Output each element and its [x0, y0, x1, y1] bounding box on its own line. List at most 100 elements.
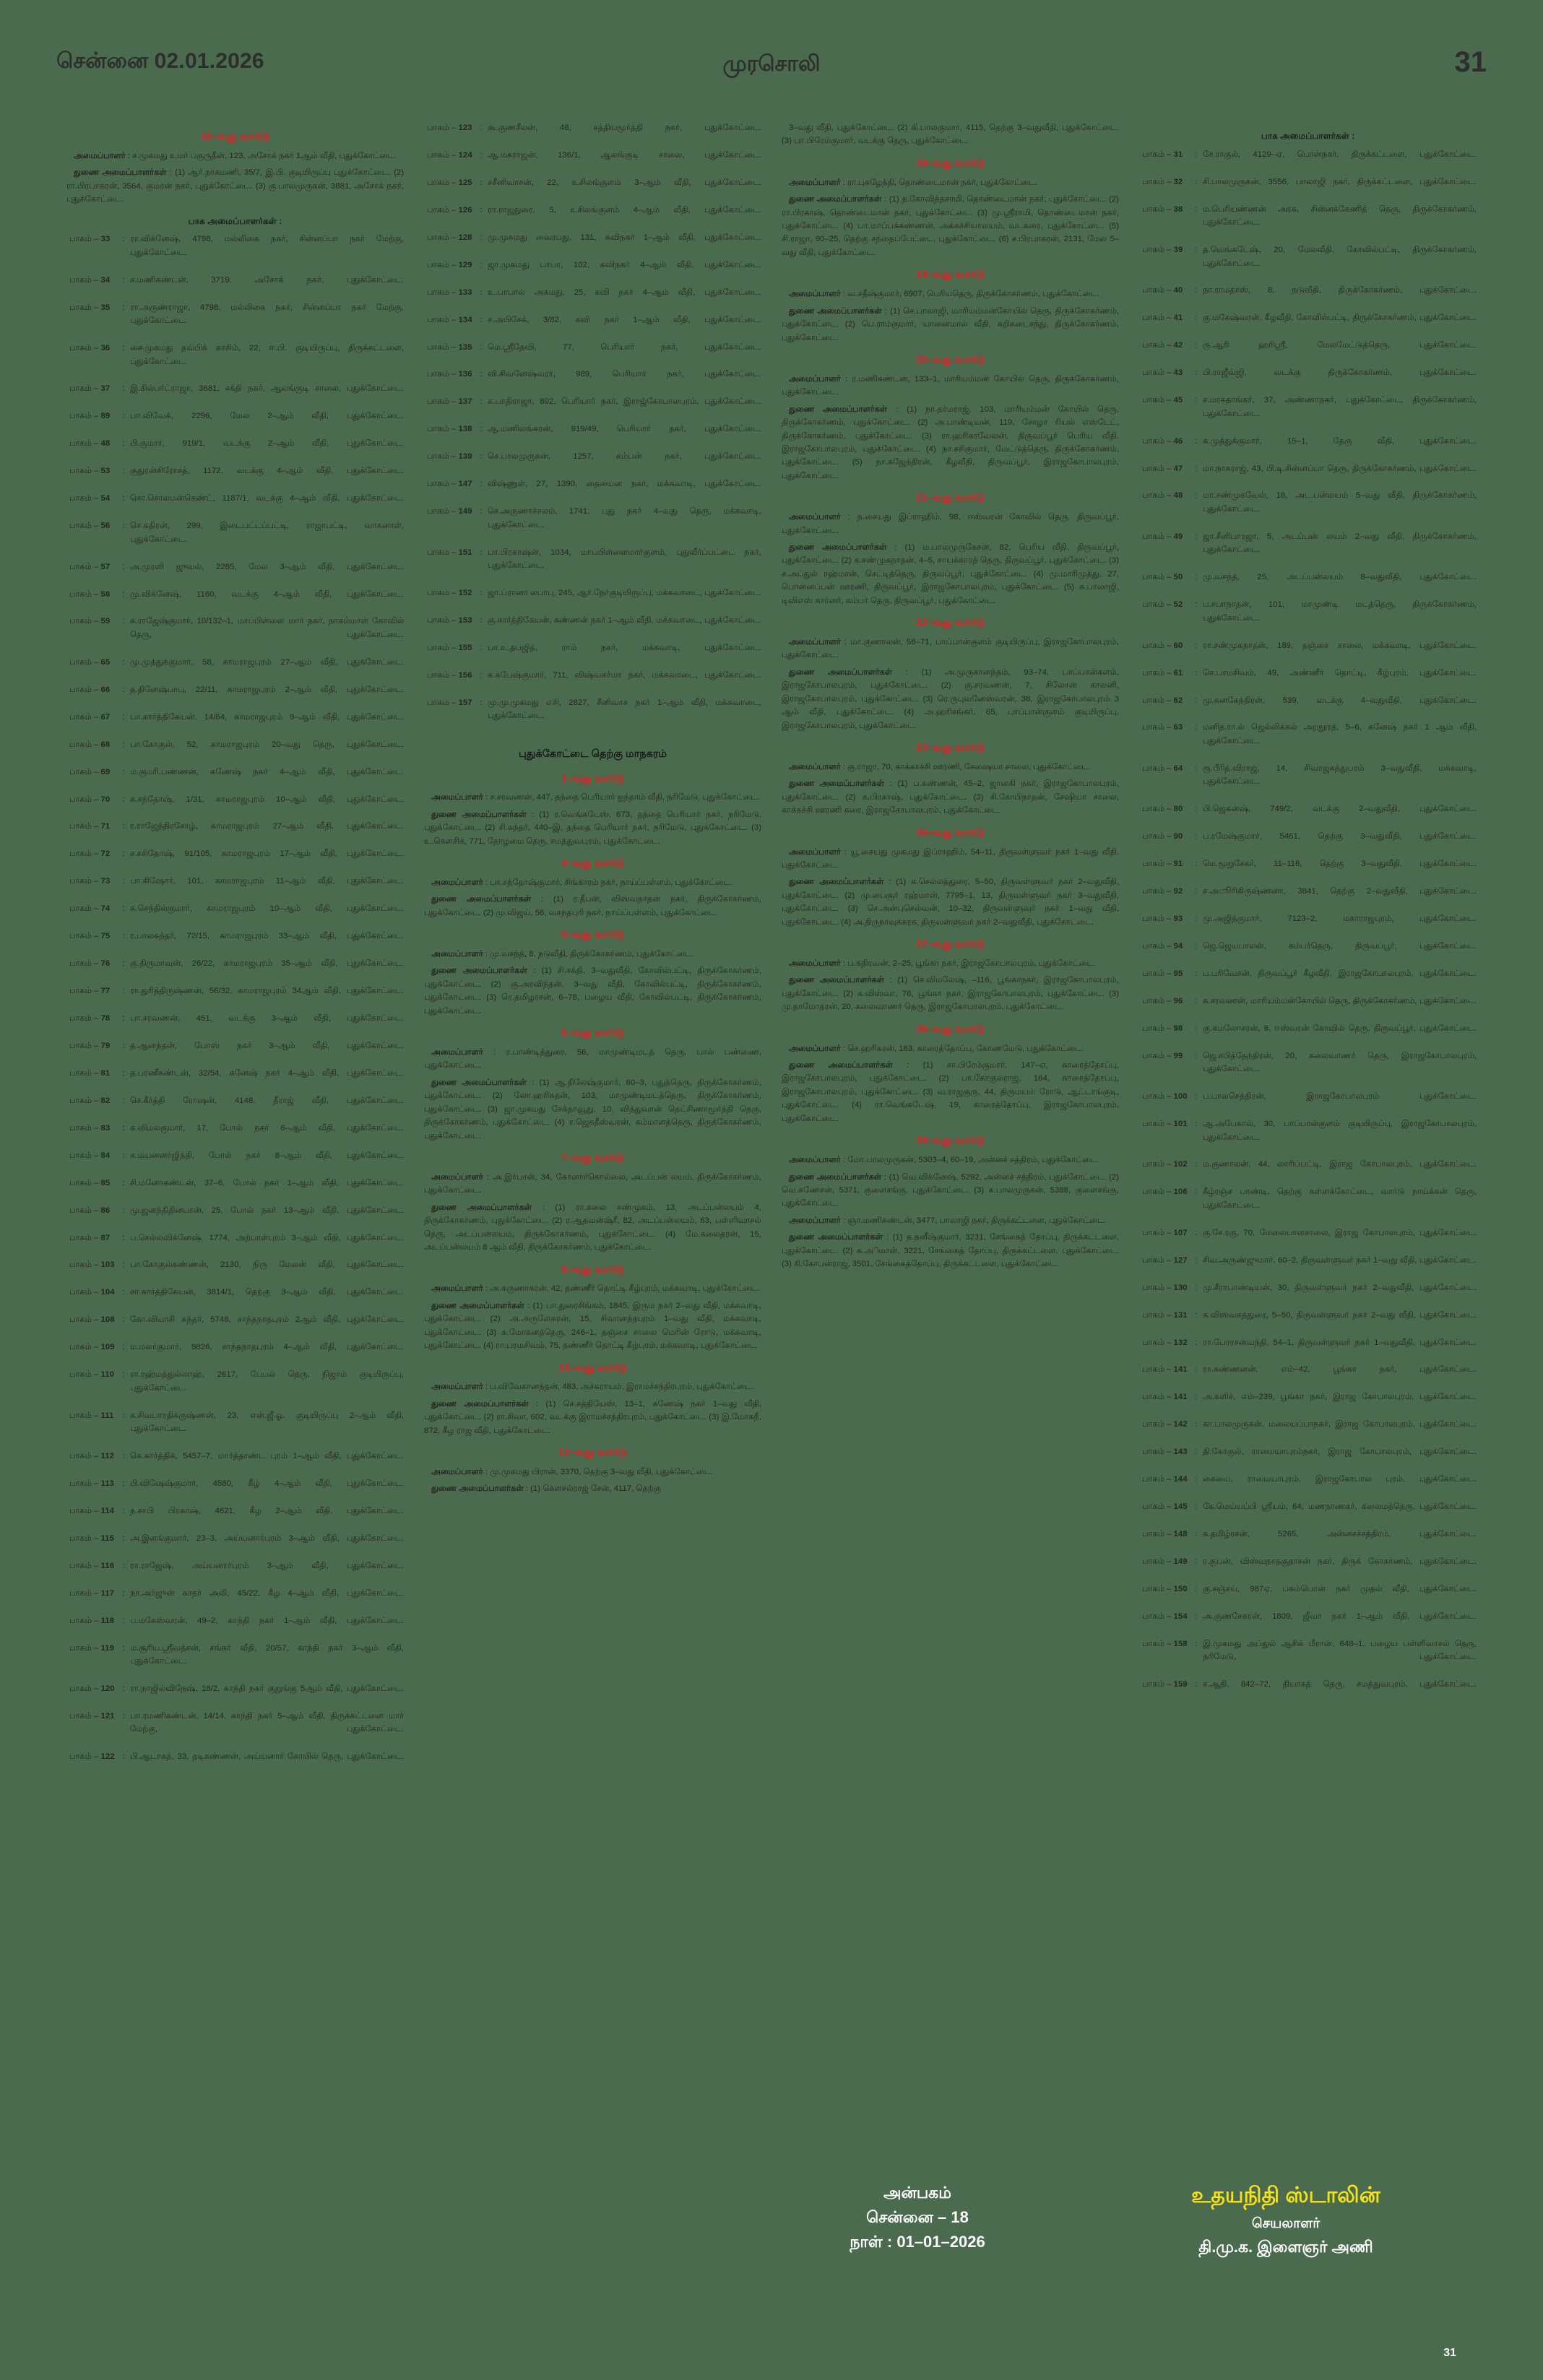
part-number-label: பாகம் – 127	[1139, 1254, 1193, 1267]
part-number: 68	[98, 740, 111, 749]
part-prefix: பாகம் –	[1142, 573, 1172, 582]
part-prefix: பாகம் –	[427, 287, 457, 297]
part-number: 126	[456, 205, 472, 215]
organiser-paragraph: துணை அமைப்பாளர்கள் : (1) ம.பாலமுருகேசன்,…	[782, 541, 1119, 607]
part-prefix: பாகம் –	[427, 150, 457, 160]
part-number: 92	[1171, 887, 1183, 896]
ward-heading: 1–வது வார்டு	[561, 771, 625, 784]
part-prefix: பாகம் –	[1142, 1475, 1172, 1484]
part-prefix: பாகம் –	[69, 235, 99, 244]
part-prefix: பாகம் –	[69, 1506, 99, 1515]
part-number: 46	[1171, 436, 1183, 446]
part-colon: :	[480, 397, 483, 407]
part-colon: :	[1195, 1283, 1198, 1292]
part-prefix: பாகம் –	[1142, 1365, 1172, 1375]
part-number-label: பாகம் – 119	[66, 1642, 120, 1655]
part-organiser-detail: கையை, ராமையாபுரம், இராஜகோபால புரம், புது…	[1203, 1475, 1477, 1484]
organiser-paragraph: அமைப்பாளர் : மோ.பாலமுருகன், 5303–4, 60–1…	[782, 1154, 1119, 1167]
part-number: 158	[1171, 1639, 1188, 1648]
part-number: 141	[1171, 1393, 1188, 1402]
part-organiser-row: பாகம் – 67: பா.கார்த்திகேயன், 14/64, காமர…	[66, 711, 404, 737]
part-organiser-row: பாகம் – 157: மு.மு.முகமது எசி, 2827, சீனி…	[424, 696, 761, 736]
part-organiser-detail: தி.கோகுல், ராமையாபுரம்நகர், இராஜ கோபாலபு…	[1203, 1448, 1477, 1457]
part-organiser-detail: மு.அஜித்குமார், 7123–2, மகாராஜபுரம், புத…	[1203, 914, 1477, 924]
organiser-paragraph: அமைப்பாளர் : செ.ஹரிகரன், 163, காரைத்தோப்…	[782, 1042, 1119, 1055]
part-organiser-row: பாகம் – 58: மு.விக்னேஷ், 1160, வடக்கு 4–ஆ…	[66, 588, 404, 615]
part-number-label: பாகம் – 116	[66, 1559, 120, 1572]
part-prefix: பாகம் –	[69, 1684, 99, 1693]
part-number-label: பாகம் – 145	[1139, 1500, 1193, 1513]
organiser-role-label: துணை அமைப்பாளர்கள்	[431, 1203, 532, 1212]
part-organiser-row: பாகம் – 138: ஆ.மணிலங்கரன், 919/49, பெரியா…	[424, 423, 761, 449]
part-prefix: பாகம் –	[1142, 600, 1172, 610]
part-organiser-row: பாகம் – 126: ரா.ராஜதுரை, 5, உசிலங்குளம் 4…	[424, 204, 761, 230]
part-number: 43	[1171, 368, 1183, 378]
part-colon: :	[480, 178, 483, 187]
part-organiser-row: பாகம் – 43: பி.ராஜீவ்ஜி, வடக்கு திருக்கோக…	[1139, 366, 1477, 393]
part-organiser-row: பாகம் – 137: க.பாதிராஜா, 802, பெரியார் நக…	[424, 395, 761, 422]
part-number-label: பாகம் – 75	[66, 930, 120, 943]
part-number: 85	[98, 1178, 111, 1187]
footer-address-line-2: சென்னை – 18	[866, 2208, 969, 2227]
organiser-role-label: அமைப்பாளர்	[789, 762, 841, 771]
part-number: 81	[98, 1068, 111, 1078]
part-prefix: பாகம் –	[427, 507, 457, 516]
part-organiser-detail: ரா.ரஹ்மத்துல்லாஹ், 2617, பேபல் தெரு, நிஜ…	[130, 1370, 404, 1393]
organiser-paragraph: துணை அமைப்பாளர்கள் : (1) நா.தர்மராஜ், 10…	[782, 403, 1119, 483]
part-colon: :	[1195, 286, 1198, 295]
part-prefix: பாகம் –	[427, 205, 457, 215]
part-prefix: பாகம் –	[1142, 1255, 1172, 1265]
part-prefix: பாகம் –	[69, 275, 99, 285]
organiser-paragraph: துணை அமைப்பாளர்கள் : (1) பா.துரைசிங்கம்,…	[424, 1299, 761, 1353]
part-organiser-detail: ச.ஆதி, 842–72, தியாகத் தெரு, சமத்துவபுரம…	[1203, 1680, 1477, 1689]
part-number-label: பாகம் – 91	[1139, 857, 1193, 870]
part-organiser-row: பாகம் – 33: ரா.விக்னேஷ், 4798, மல்லிகை நக…	[66, 233, 404, 272]
part-colon: :	[122, 932, 125, 941]
part-organiser-row: பாகம் – 98: கு.கமலோசரன், 6, ஈஸ்வரன் கோவில…	[1139, 1022, 1477, 1049]
part-number: 136	[456, 370, 472, 379]
part-colon: :	[122, 494, 125, 503]
part-colon: :	[122, 522, 125, 531]
part-prefix: பாகம் –	[69, 412, 99, 421]
part-prefix: பாகம் –	[1142, 1228, 1172, 1237]
part-colon: :	[480, 370, 483, 379]
ward-heading: 18–வது வார்டு	[915, 156, 985, 168]
part-organiser-detail: ச.மரகதாங்கர், 37, அண்ணாநகர், புதுக்கோட்ட…	[1203, 396, 1477, 418]
part-organiser-detail: குதுரன்சிரோசத், 1172, வடக்கு 4–ஆம் வீதி,…	[130, 467, 404, 476]
part-prefix: பாகம் –	[69, 589, 99, 599]
part-organiser-row: பாகம் – 134: ச.அபிசேக், 3/82, கவி நகர் 1–…	[424, 313, 761, 340]
part-number: 82	[98, 1096, 111, 1105]
part-organiser-row: பாகம் – 147: விஷ்ணுள், 27, 1390, தையைன நக…	[424, 477, 761, 504]
organiser-paragraph: அமைப்பாளர் : ஞா.மணிகண்டன், 3477, பாலாஜி …	[782, 1214, 1119, 1227]
part-organiser-row: பாகம் – 119: ம.சூரிய.ஸ்ரீவத்சன், சங்கர் வ…	[66, 1642, 404, 1682]
part-organiser-detail: செ.அருணாச்சலம், 1741, புது நகர் 4–வது தெ…	[488, 507, 761, 529]
part-organiser-detail: சொ.சொலமன்கெண்ட், 1187/1, வடக்கு 4–ஆம் வீ…	[130, 494, 404, 503]
part-number-label: பாகம் – 135	[424, 341, 477, 354]
organiser-role-label: துணை அமைப்பாளர்கள்	[789, 306, 882, 316]
part-colon: :	[1195, 1051, 1198, 1060]
organiser-paragraph: துணை அமைப்பாளர்கள் : (1) கௌசல்ராஜ் சேன்,…	[424, 1482, 761, 1495]
part-organiser-row: பாகம் – 135: மெ.ஸ்ரீதேவி, 77, பெரியார் நக…	[424, 341, 761, 368]
part-prefix: பாகம் –	[427, 233, 457, 242]
part-organiser-detail: ச.அபிசேக், 3/82, கவி நகர் 1–ஆம் வீதி, பு…	[488, 315, 761, 324]
part-prefix: பாகம் –	[69, 904, 99, 914]
column-container: 42–வது வார்டு அமைப்பாளர் : ச.முகமது உமர் …	[56, 121, 1487, 2163]
part-number: 119	[98, 1643, 114, 1653]
part-number: 154	[1171, 1611, 1188, 1621]
part-colon: :	[122, 1588, 125, 1598]
part-prefix: பாகம் –	[1142, 532, 1172, 541]
part-organiser-row: பாகம் – 92: ச.அூரிகிருஷ்ணனா, 3841, தெற்கு…	[1139, 885, 1477, 912]
part-prefix: பாகம் –	[1142, 1420, 1172, 1429]
organiser-role-label: அமைப்பாளர்	[789, 513, 841, 522]
organiser-paragraph: அமைப்பாளர் : ச.சரவணன், 447, தந்தை பெரியா…	[424, 791, 761, 804]
part-colon: :	[480, 150, 483, 160]
organiser-detail-text: : ந.சையது இப்ராஹிம், 98, ஈஸ்வரன் கோவில் …	[782, 513, 1119, 535]
part-organiser-row: பாகம் – 48: பி.குமார், 919/1, வடக்கு 2–ஆம…	[66, 437, 404, 464]
part-number-label: பாகம் – 79	[66, 1039, 120, 1052]
part-prefix: பாகம் –	[1142, 286, 1172, 295]
part-colon: :	[1195, 532, 1198, 541]
part-colon: :	[1195, 1530, 1198, 1539]
part-colon: :	[122, 1411, 125, 1420]
part-number-label: பாகம் – 62	[1139, 694, 1193, 707]
part-colon: :	[122, 562, 125, 571]
